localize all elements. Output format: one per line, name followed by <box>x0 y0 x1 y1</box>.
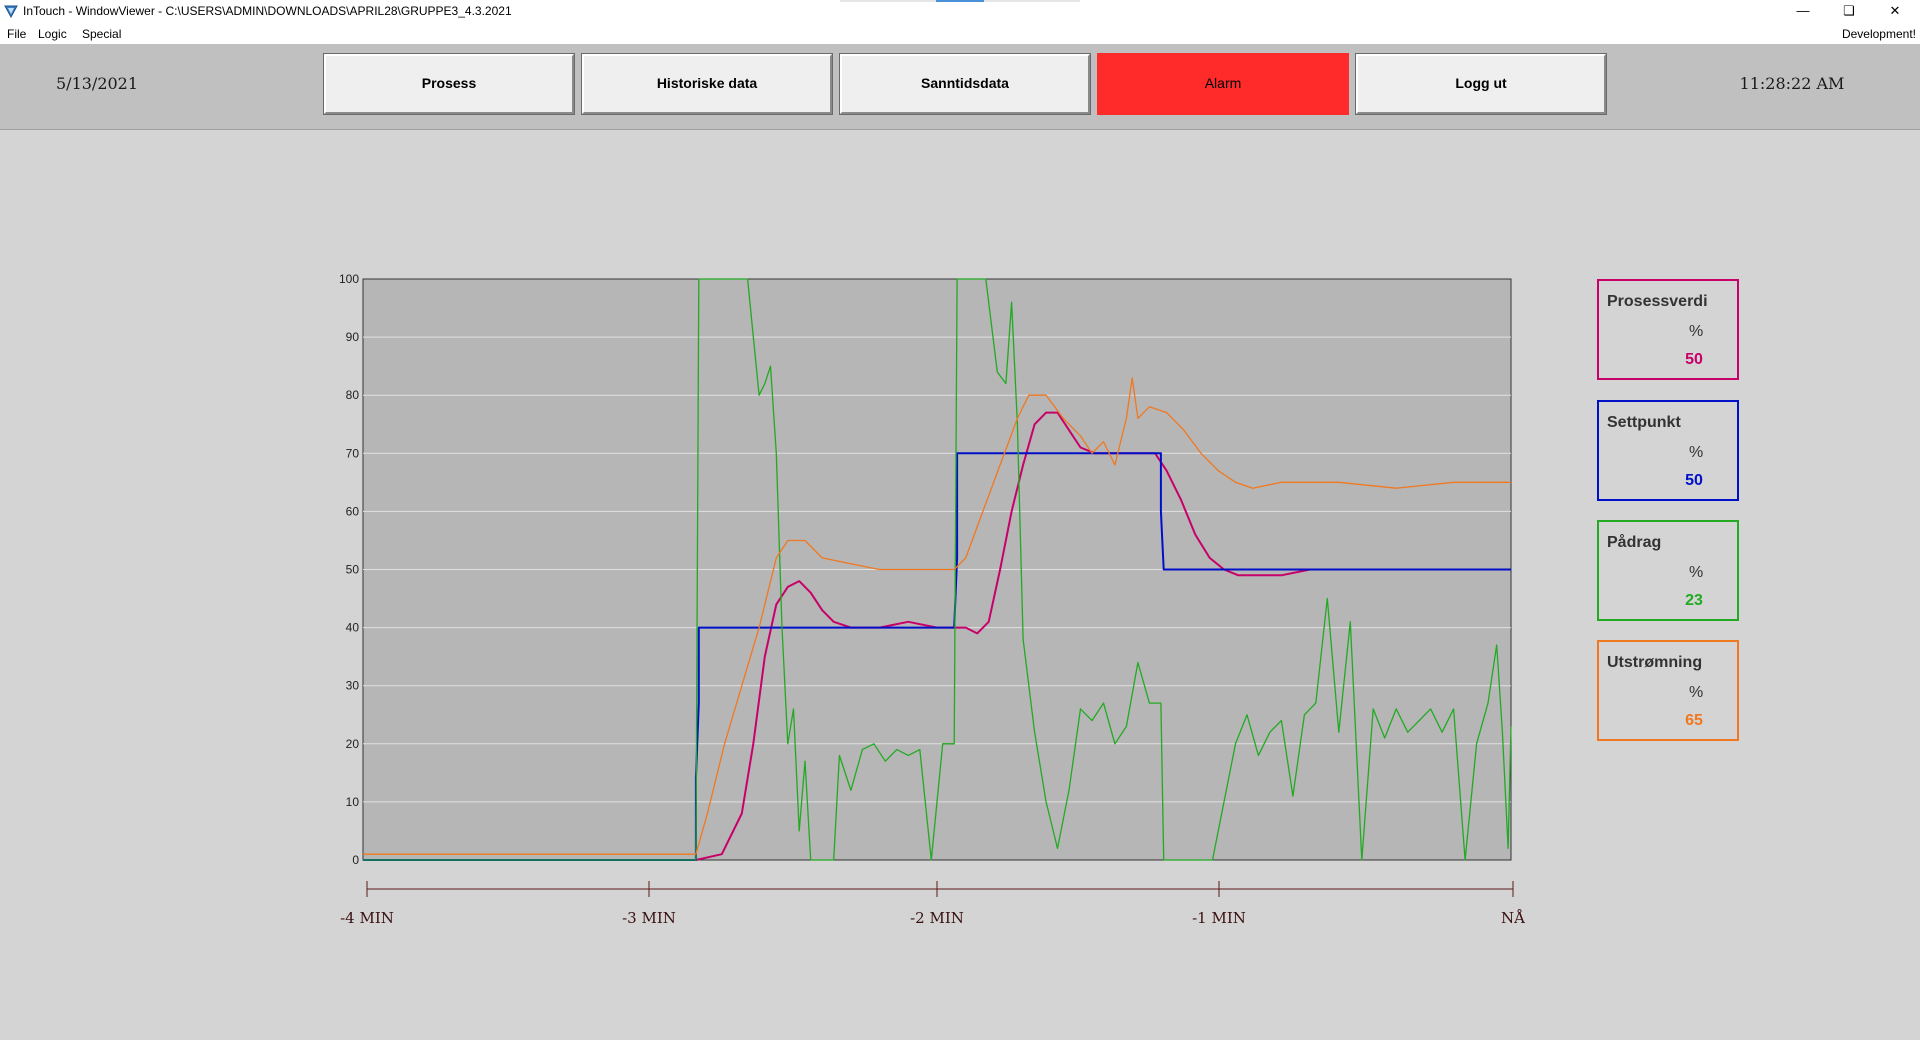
restore-icon[interactable]: ❏ <box>1843 3 1855 18</box>
settpunkt-unit: % <box>1689 444 1704 461</box>
alarm-button[interactable]: Alarm <box>1097 53 1349 115</box>
y-tick-label: 70 <box>346 446 360 460</box>
current-time: 11:28:22 AM <box>1739 74 1845 93</box>
utstromning-box: Utstrømning % 65 <box>1597 640 1739 741</box>
settpunkt-box: Settpunkt % 50 <box>1597 400 1739 501</box>
sanntidsdata-button[interactable]: Sanntidsdata <box>839 53 1091 115</box>
settpunkt-value: 50 <box>1685 472 1703 489</box>
y-axis-ticks: 0 10 20 30 40 50 60 70 80 90 100 <box>339 272 359 867</box>
y-tick-label: 60 <box>346 504 360 518</box>
y-tick-label: 10 <box>346 795 360 809</box>
padrag-value: 23 <box>1685 592 1703 609</box>
minimize-icon[interactable]: — <box>1796 3 1810 18</box>
menu-bar: File Logic Special Development! <box>0 24 1920 44</box>
prosessverdi-box: Prosessverdi % 50 <box>1597 279 1739 380</box>
close-icon[interactable]: ✕ <box>1889 3 1901 18</box>
y-tick-label: 0 <box>352 853 359 867</box>
current-date: 5/13/2021 <box>56 74 139 93</box>
logg-ut-button[interactable]: Logg ut <box>1355 53 1607 115</box>
series-line-utstrømning <box>363 377 1511 855</box>
y-tick-label: 40 <box>346 621 360 635</box>
series-line-pådrag <box>363 278 1512 861</box>
y-tick-label: 90 <box>346 330 360 344</box>
menu-special[interactable]: Special <box>82 27 122 41</box>
time-tick-label: NÅ <box>1501 909 1525 927</box>
window-title: InTouch - WindowViewer - C:\USERS\ADMIN\… <box>23 4 512 18</box>
utstromning-value: 65 <box>1685 712 1703 729</box>
intouch-app-icon <box>4 5 18 18</box>
series-line-prosessverdi <box>363 411 1511 861</box>
prosessverdi-unit: % <box>1689 323 1704 340</box>
utstromning-label: Utstrømning <box>1607 654 1703 671</box>
y-tick-label: 80 <box>346 388 360 402</box>
prosessverdi-value: 50 <box>1685 351 1703 368</box>
taskbar-preview-strip <box>840 0 1080 2</box>
settpunkt-label: Settpunkt <box>1607 414 1681 431</box>
y-tick-label: 30 <box>346 679 360 693</box>
time-tick-label: -3 MIN <box>622 909 676 927</box>
padrag-label: Pådrag <box>1607 534 1662 551</box>
menu-logic[interactable]: Logic <box>38 27 67 41</box>
menu-file[interactable]: File <box>7 27 27 41</box>
y-tick-label: 50 <box>346 563 360 577</box>
header-band: 5/13/2021 Prosess Historiske data Sannti… <box>0 44 1920 130</box>
y-tick-label: 20 <box>346 737 360 751</box>
historiske-data-button[interactable]: Historiske data <box>581 53 833 115</box>
time-axis: -4 MIN -3 MIN -2 MIN -1 MIN NÅ <box>340 881 1525 927</box>
series-layer <box>363 278 1512 861</box>
utstromning-unit: % <box>1689 684 1704 701</box>
padrag-unit: % <box>1689 564 1704 581</box>
time-tick-label: -2 MIN <box>910 909 964 927</box>
time-tick-label: -4 MIN <box>340 909 394 927</box>
mode-indicator: Development! <box>1841 27 1916 41</box>
padrag-box: Pådrag % 23 <box>1597 520 1739 621</box>
y-tick-label: 100 <box>339 272 359 286</box>
prosessverdi-label: Prosessverdi <box>1607 293 1708 310</box>
time-tick-label: -1 MIN <box>1192 909 1246 927</box>
prosess-button[interactable]: Prosess <box>323 53 575 115</box>
title-bar: InTouch - WindowViewer - C:\USERS\ADMIN\… <box>0 0 1920 24</box>
